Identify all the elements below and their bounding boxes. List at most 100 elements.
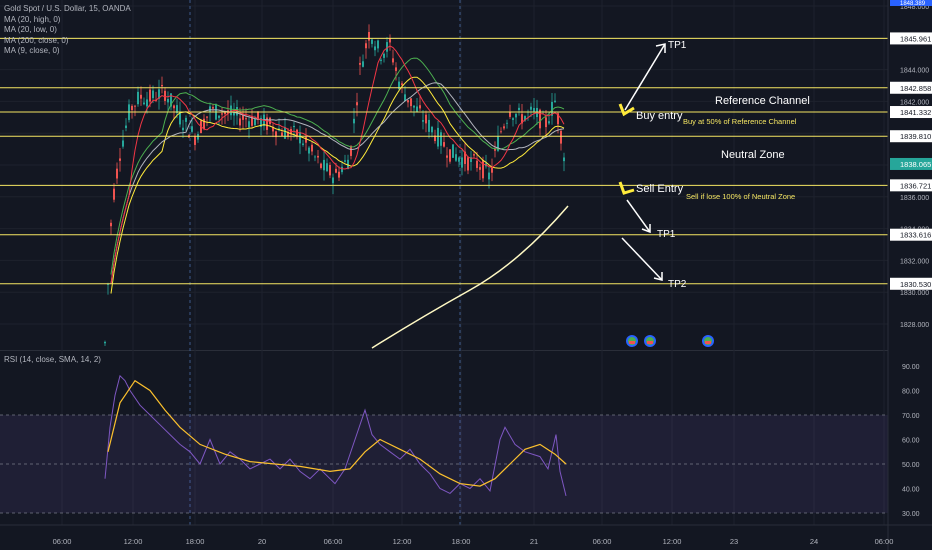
symbol-title[interactable]: Gold Spot / U.S. Dollar, 15, OANDA	[4, 4, 131, 13]
candle-body	[368, 32, 370, 41]
time-tick-label[interactable]: 06:00	[324, 537, 343, 546]
candle-body	[287, 131, 289, 137]
time-tick-label[interactable]: 12:00	[393, 537, 412, 546]
candle-body	[500, 131, 502, 133]
time-tick-label[interactable]: 18:00	[186, 537, 205, 546]
candle-body	[356, 102, 358, 106]
candle-body	[464, 151, 466, 164]
candle-body	[335, 168, 337, 173]
candle-body	[563, 157, 565, 162]
candle-body	[548, 121, 550, 124]
candle-body	[260, 117, 262, 127]
time-axis[interactable]: 06:00 12:00 18:00 20 06:00 12:00 18:00 21 06:00 1…	[0, 524, 932, 546]
level-price-label[interactable]: 1841.332	[900, 108, 931, 117]
price-tick-label: 1832.000	[900, 258, 929, 265]
candle-body	[212, 107, 214, 109]
level-price-label[interactable]: 1833.616	[900, 231, 931, 240]
candle-body	[272, 126, 274, 132]
candle-body	[158, 89, 160, 99]
candle-body	[218, 115, 220, 118]
buy-note-label[interactable]: Buy at 50% of Reference Channel	[683, 117, 797, 126]
candle-body	[113, 188, 115, 200]
level-price-label[interactable]: 1836.721	[900, 181, 931, 190]
time-tick-label[interactable]: 23	[730, 537, 738, 546]
level-price-label[interactable]: 1845.961	[900, 34, 931, 43]
candle-body	[422, 120, 424, 122]
candle-body	[344, 160, 346, 162]
candle-body	[182, 127, 184, 131]
arrow-to-tp2	[621, 237, 663, 281]
candle-body	[392, 58, 394, 63]
candle-body	[521, 114, 523, 124]
candle-body	[545, 117, 547, 128]
candle-body	[149, 89, 151, 102]
candle-body	[296, 129, 298, 138]
candle-body	[314, 156, 316, 158]
candle-body	[413, 105, 415, 108]
current-price-label[interactable]: 1838.065	[900, 160, 931, 169]
candle-body	[455, 154, 457, 161]
sell-entry-label[interactable]: Sell Entry	[636, 183, 684, 195]
candle-body	[311, 144, 313, 152]
candle-body	[530, 106, 532, 110]
rsi-legend[interactable]: RSI (14, close, SMA, 14, 2)	[4, 355, 101, 364]
time-tick-label[interactable]: 18:00	[452, 537, 471, 546]
candle-body	[434, 135, 436, 142]
level-price-tag	[890, 179, 932, 192]
time-tick-label[interactable]: 06:00	[875, 537, 894, 546]
tp2-label[interactable]: TP2	[668, 279, 687, 290]
level-price-label[interactable]: 1842.858	[900, 84, 931, 93]
candle-body	[554, 100, 556, 102]
level-price-tag	[890, 130, 932, 143]
time-tick-label[interactable]: 06:00	[53, 537, 72, 546]
price-tick-label: 1828.000	[900, 322, 929, 329]
moving-averages	[110, 45, 565, 294]
candle-body	[266, 117, 268, 130]
tp1-bottom-label[interactable]: TP1	[657, 229, 676, 240]
rsi-sma-line	[107, 379, 567, 487]
time-tick-label[interactable]: 12:00	[663, 537, 682, 546]
candle-body	[491, 167, 493, 173]
event-flag-icon	[647, 341, 653, 344]
candle-body	[203, 118, 205, 130]
candle-body	[377, 40, 379, 49]
time-tick-label[interactable]: 06:00	[593, 537, 612, 546]
candle-body	[557, 113, 559, 125]
candle-body	[509, 112, 511, 117]
price-tick-label: 1844.000	[900, 68, 929, 75]
candle-body	[233, 111, 235, 116]
candle-body	[179, 111, 181, 125]
arrow-to-tp1-top	[624, 43, 666, 111]
candle-body	[461, 157, 463, 168]
candle-body	[140, 94, 142, 99]
level-price-label[interactable]: 1839.810	[900, 132, 931, 141]
reference-channel-label[interactable]: Reference Channel	[715, 95, 810, 107]
buy-entry-label[interactable]: Buy entry	[636, 110, 683, 122]
candle-body	[404, 94, 406, 102]
candle-body	[539, 109, 541, 129]
candle-body	[362, 61, 364, 67]
indicator-ma-200[interactable]: MA (200, close, 0)	[4, 35, 69, 45]
user-drawings[interactable]: TP1 Buy entry Buy at 50% of Reference Chan…	[371, 40, 810, 349]
ma-9-line	[110, 45, 565, 284]
time-tick-label[interactable]: 21	[530, 537, 538, 546]
horizontal-levels[interactable]	[0, 37, 888, 285]
candle-body	[332, 177, 334, 184]
indicator-ma-high[interactable]: MA (20, high, 0)	[4, 14, 61, 24]
candle-body	[329, 165, 331, 176]
price-axis[interactable]: 1848.0001846.0001844.0001842.0001840.000…	[887, 0, 932, 550]
indicator-ma-low[interactable]: MA (20, low, 0)	[4, 25, 57, 34]
candle-body	[395, 67, 397, 71]
sell-note-label[interactable]: Sell if lose 100% of Neutral Zone	[686, 192, 795, 201]
level-price-label[interactable]: 1830.530	[900, 280, 931, 289]
time-tick-label[interactable]: 20	[258, 537, 266, 546]
time-tick-label[interactable]: 12:00	[124, 537, 143, 546]
candle-body	[446, 155, 448, 158]
time-tick-label[interactable]: 24	[810, 537, 818, 546]
chart-legend: Gold Spot / U.S. Dollar, 15, OANDA MA (2…	[4, 4, 131, 57]
candle-body	[194, 136, 196, 145]
indicator-ma-9[interactable]: MA (9, close, 0)	[4, 46, 60, 55]
tp1-top-label[interactable]: TP1	[668, 40, 687, 51]
neutral-zone-label[interactable]: Neutral Zone	[721, 149, 785, 161]
